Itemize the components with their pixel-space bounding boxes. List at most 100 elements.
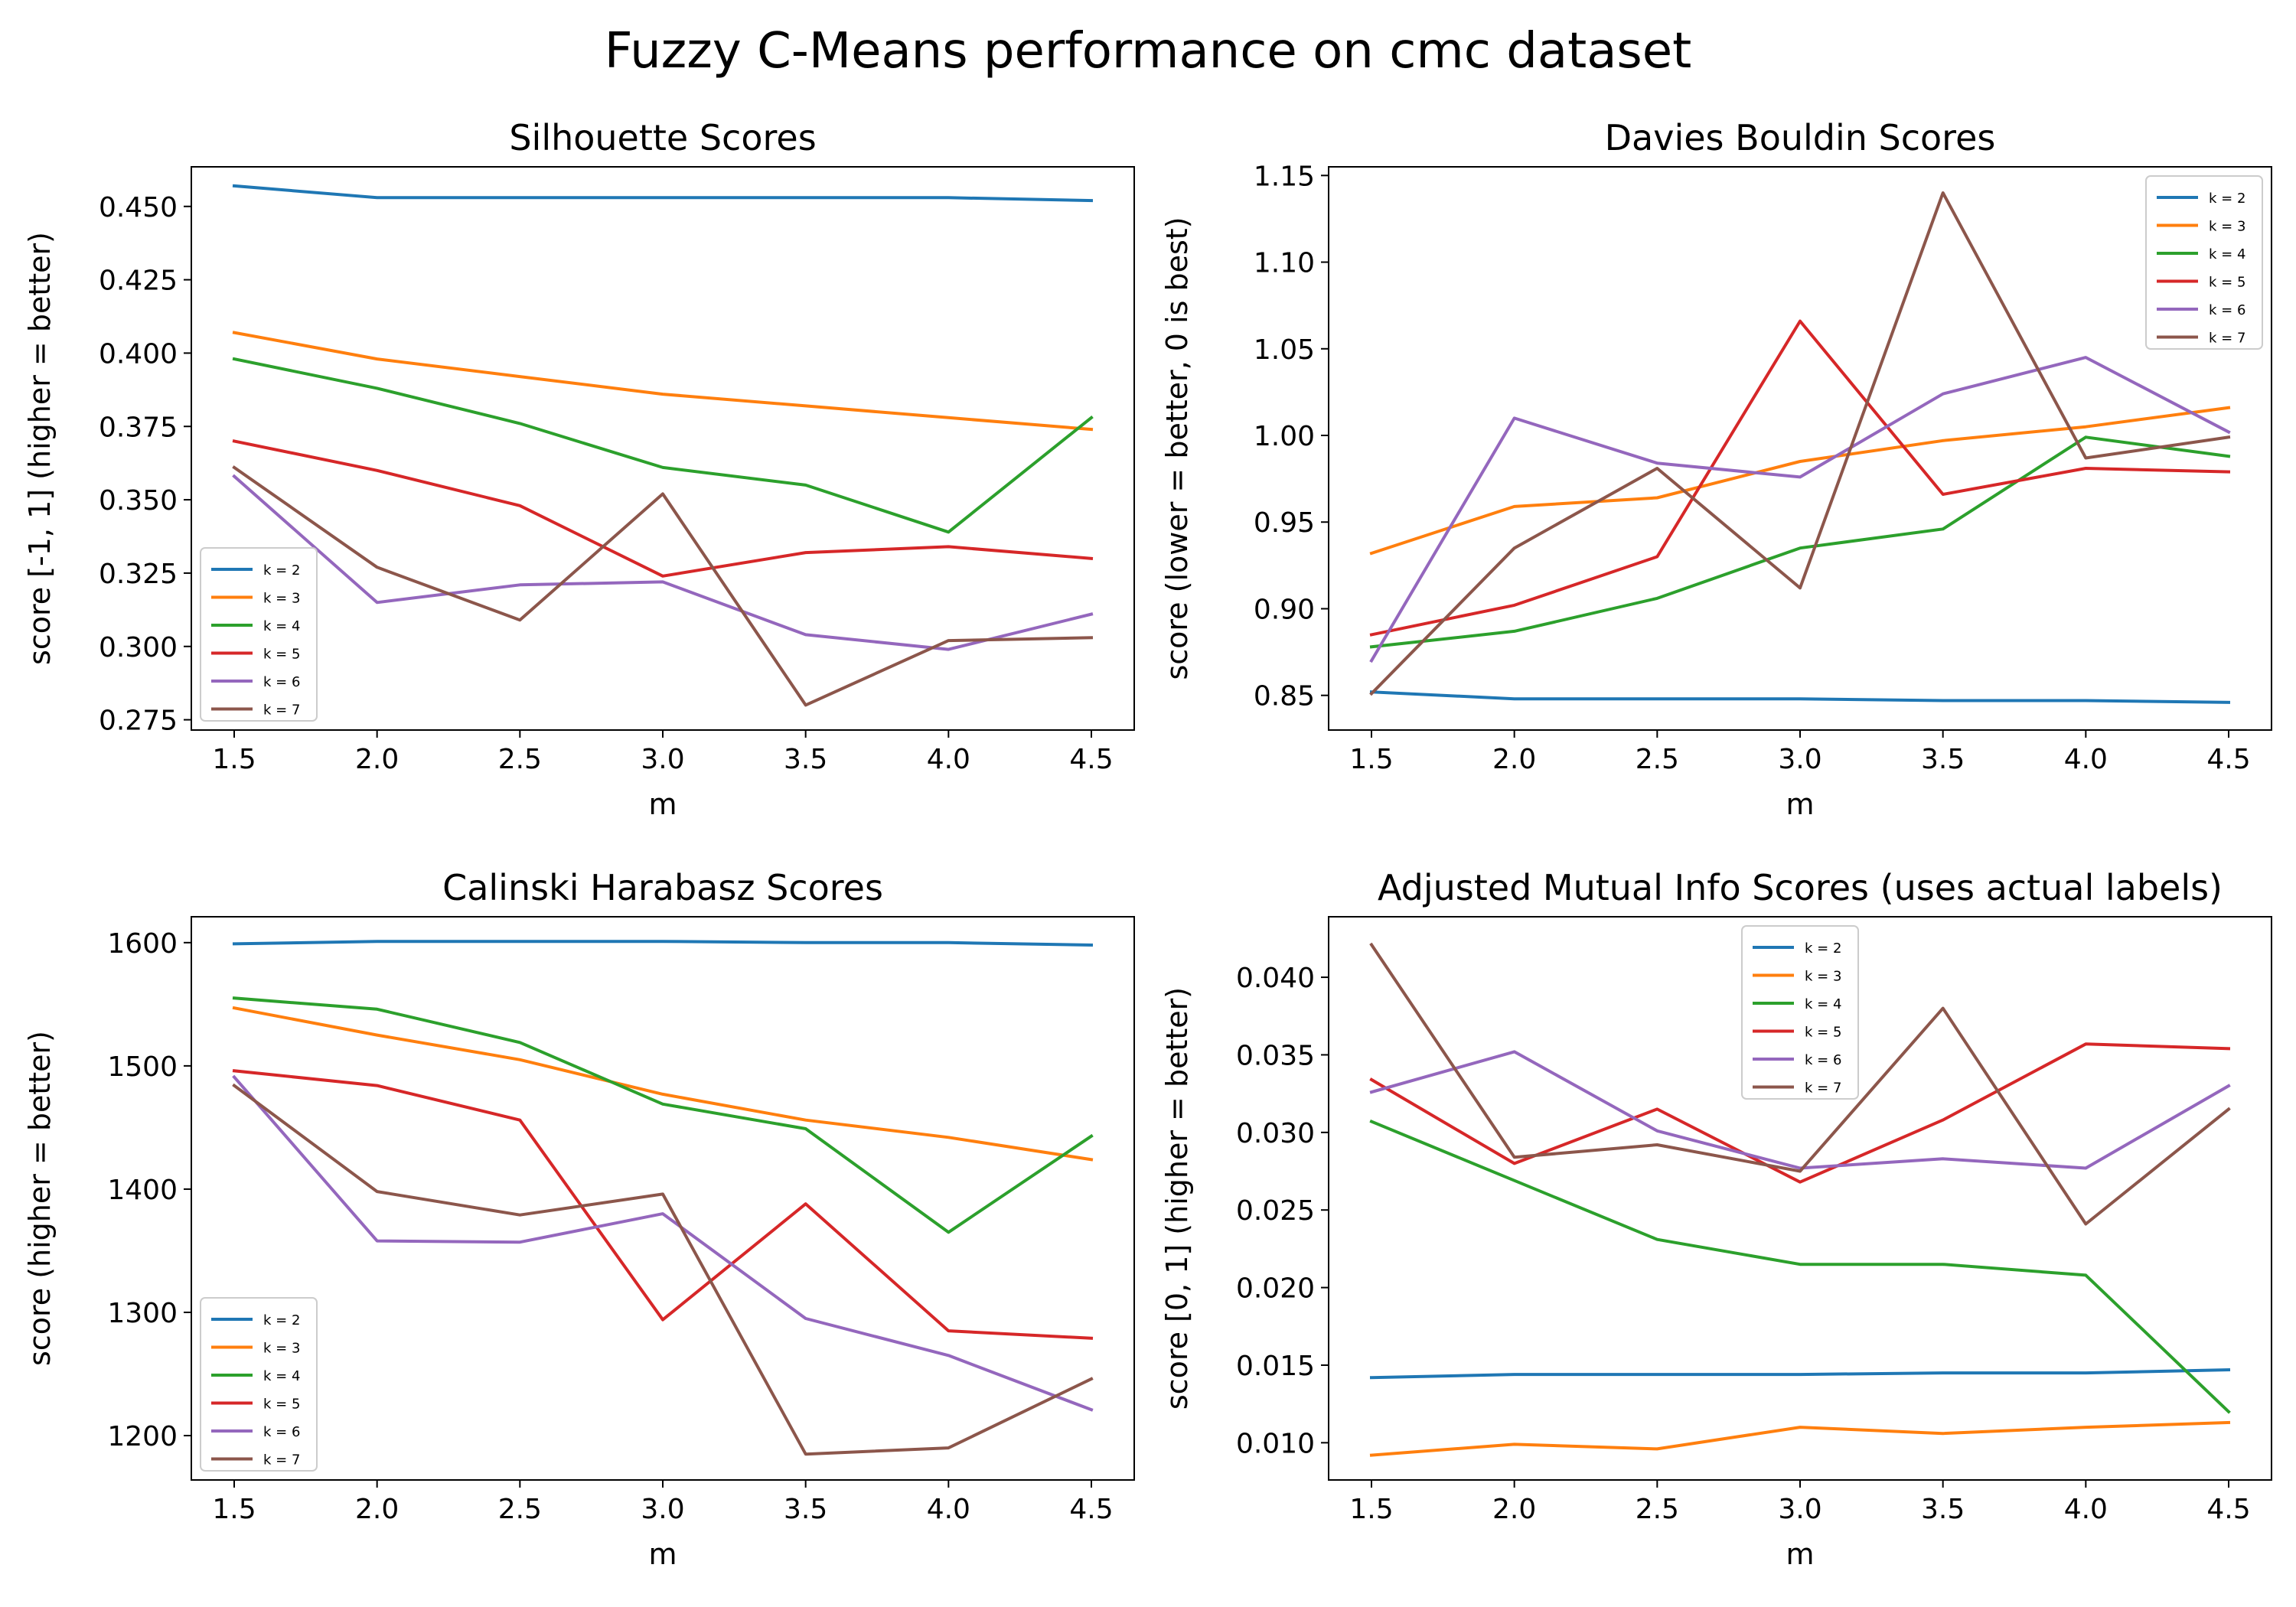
series-line-k5 xyxy=(232,1069,1094,1340)
x-tick-label: 2.5 xyxy=(498,744,542,775)
x-tick-label: 3.0 xyxy=(641,1494,684,1525)
y-tick-label: 0.95 xyxy=(1254,507,1315,539)
legend-entry: k = 6 xyxy=(263,674,300,690)
legend: k = 2 k = 3 k = 4 k = 5 k = 6 k = 7 xyxy=(200,1297,318,1472)
legend-entry: k = 4 xyxy=(1805,996,1841,1012)
legend: k = 2 k = 3 k = 4 k = 5 k = 6 k = 7 xyxy=(200,547,318,722)
y-tick-label: 0.450 xyxy=(99,192,178,223)
y-axis-label: score [0, 1] (higher = better) xyxy=(1160,987,1194,1410)
subplot-1: Silhouette Scores 1.5 2.0 2.5 3.0 3.5 4.0 4.5 0.… xyxy=(23,117,1135,821)
x-tick-label: 1.5 xyxy=(1349,744,1393,775)
y-tick-label: 0.030 xyxy=(1236,1118,1315,1149)
x-tick-label: 3.5 xyxy=(784,1494,827,1525)
series-line-k3 xyxy=(1369,1420,2231,1457)
y-tick-label: 0.375 xyxy=(99,412,178,443)
series-line-k3 xyxy=(232,1006,1094,1162)
y-axis-label: score (lower = better, 0 is best) xyxy=(1160,217,1194,680)
x-tick-label: 4.0 xyxy=(927,744,970,775)
legend-entry: k = 2 xyxy=(1805,940,1841,957)
y-tick-label: 1300 xyxy=(107,1298,178,1329)
legend-entry: k = 6 xyxy=(2209,302,2245,318)
y-tick-label: 0.400 xyxy=(99,338,178,370)
y-tick-label: 1400 xyxy=(107,1175,178,1206)
series-line-k6 xyxy=(1369,356,2231,663)
x-axis-label: m xyxy=(648,787,677,821)
series-line-k4 xyxy=(232,996,1094,1234)
series-line-k2 xyxy=(232,184,1094,203)
x-tick-label: 4.0 xyxy=(927,1494,970,1525)
y-tick-label: 0.300 xyxy=(99,632,178,663)
x-axis-label: m xyxy=(1786,1537,1814,1571)
legend: k = 2 k = 3 k = 4 k = 5 k = 6 k = 7 xyxy=(2145,175,2263,350)
y-tick-label: 1600 xyxy=(107,928,178,960)
series-line-k4 xyxy=(1369,1119,2231,1414)
legend-entry: k = 3 xyxy=(1805,969,1841,985)
x-tick-label: 3.0 xyxy=(641,744,684,775)
x-tick-label: 2.0 xyxy=(1492,1494,1536,1525)
series-line-k7 xyxy=(232,465,1094,707)
legend-entry: k = 7 xyxy=(2209,331,2245,347)
subplot-4: Adjusted Mutual Info Scores (uses actual… xyxy=(1160,867,2272,1571)
subplot-2: Davies Bouldin Scores 1.5 2.0 2.5 3.0 3.5 4.0 4… xyxy=(1160,117,2272,821)
x-tick-label: 1.5 xyxy=(212,744,256,775)
series-line-k2 xyxy=(232,940,1094,947)
x-tick-label: 4.5 xyxy=(2206,744,2250,775)
y-tick-label: 0.275 xyxy=(99,706,178,737)
series-line-k5 xyxy=(1369,1042,2231,1184)
legend-box xyxy=(1741,925,1859,1100)
axes-frame xyxy=(1328,916,2272,1481)
legend-entry: k = 4 xyxy=(2209,246,2245,262)
legend-entry: k = 3 xyxy=(263,591,300,607)
figure-title: Fuzzy C-Means performance on cmc dataset xyxy=(605,23,1691,80)
subplot-title: Davies Bouldin Scores xyxy=(1605,117,1996,158)
subplot-title: Silhouette Scores xyxy=(509,117,816,158)
series-line-k4 xyxy=(232,357,1094,534)
legend-entry: k = 6 xyxy=(1805,1052,1841,1068)
x-tick-label: 4.5 xyxy=(1069,744,1113,775)
legend-entry: k = 5 xyxy=(263,647,300,663)
x-tick-label: 2.5 xyxy=(1636,744,1679,775)
y-tick-label: 0.350 xyxy=(99,485,178,517)
series-line-k2 xyxy=(1369,1367,2231,1380)
x-axis-label: m xyxy=(648,1537,677,1571)
series-line-k5 xyxy=(1369,319,2231,637)
legend-entry: k = 2 xyxy=(263,562,300,579)
y-tick-label: 0.85 xyxy=(1254,681,1315,712)
legend-entry: k = 6 xyxy=(263,1424,300,1440)
series-line-k5 xyxy=(232,439,1094,578)
y-tick-label: 1.00 xyxy=(1254,421,1315,452)
axes-frame xyxy=(191,916,1135,1481)
series-line-k7 xyxy=(1369,191,2231,696)
series-line-k3 xyxy=(232,331,1094,432)
legend-box xyxy=(200,1297,318,1472)
subplot-title: Calinski Harabasz Scores xyxy=(442,867,883,908)
x-tick-label: 2.5 xyxy=(498,1494,542,1525)
x-tick-label: 2.0 xyxy=(355,1494,399,1525)
subplot-title: Adjusted Mutual Info Scores (uses actual… xyxy=(1378,867,2223,908)
x-tick-label: 4.0 xyxy=(2064,744,2108,775)
x-tick-label: 4.5 xyxy=(2206,1494,2250,1525)
y-tick-label: 1.10 xyxy=(1254,248,1315,279)
y-tick-label: 0.010 xyxy=(1236,1428,1315,1459)
x-tick-label: 1.5 xyxy=(1349,1494,1393,1525)
legend: k = 2 k = 3 k = 4 k = 5 k = 6 k = 7 xyxy=(1741,925,1859,1100)
y-tick-label: 0.90 xyxy=(1254,594,1315,625)
axes-frame xyxy=(1328,166,2272,731)
legend-entry: k = 7 xyxy=(263,1452,300,1468)
x-tick-label: 3.0 xyxy=(1778,744,1821,775)
y-tick-label: 0.325 xyxy=(99,559,178,590)
legend-entry: k = 3 xyxy=(2209,219,2245,235)
x-tick-label: 4.0 xyxy=(2064,1494,2108,1525)
x-tick-label: 2.0 xyxy=(355,744,399,775)
legend-entry: k = 3 xyxy=(263,1341,300,1357)
y-tick-label: 0.035 xyxy=(1236,1040,1315,1071)
x-tick-label: 3.0 xyxy=(1778,1494,1821,1525)
y-tick-label: 0.020 xyxy=(1236,1273,1315,1305)
series-line-k7 xyxy=(232,1083,1094,1456)
legend-box xyxy=(200,547,318,722)
y-tick-label: 0.025 xyxy=(1236,1195,1315,1227)
legend-entry: k = 5 xyxy=(2209,275,2245,291)
legend-entry: k = 2 xyxy=(263,1312,300,1328)
